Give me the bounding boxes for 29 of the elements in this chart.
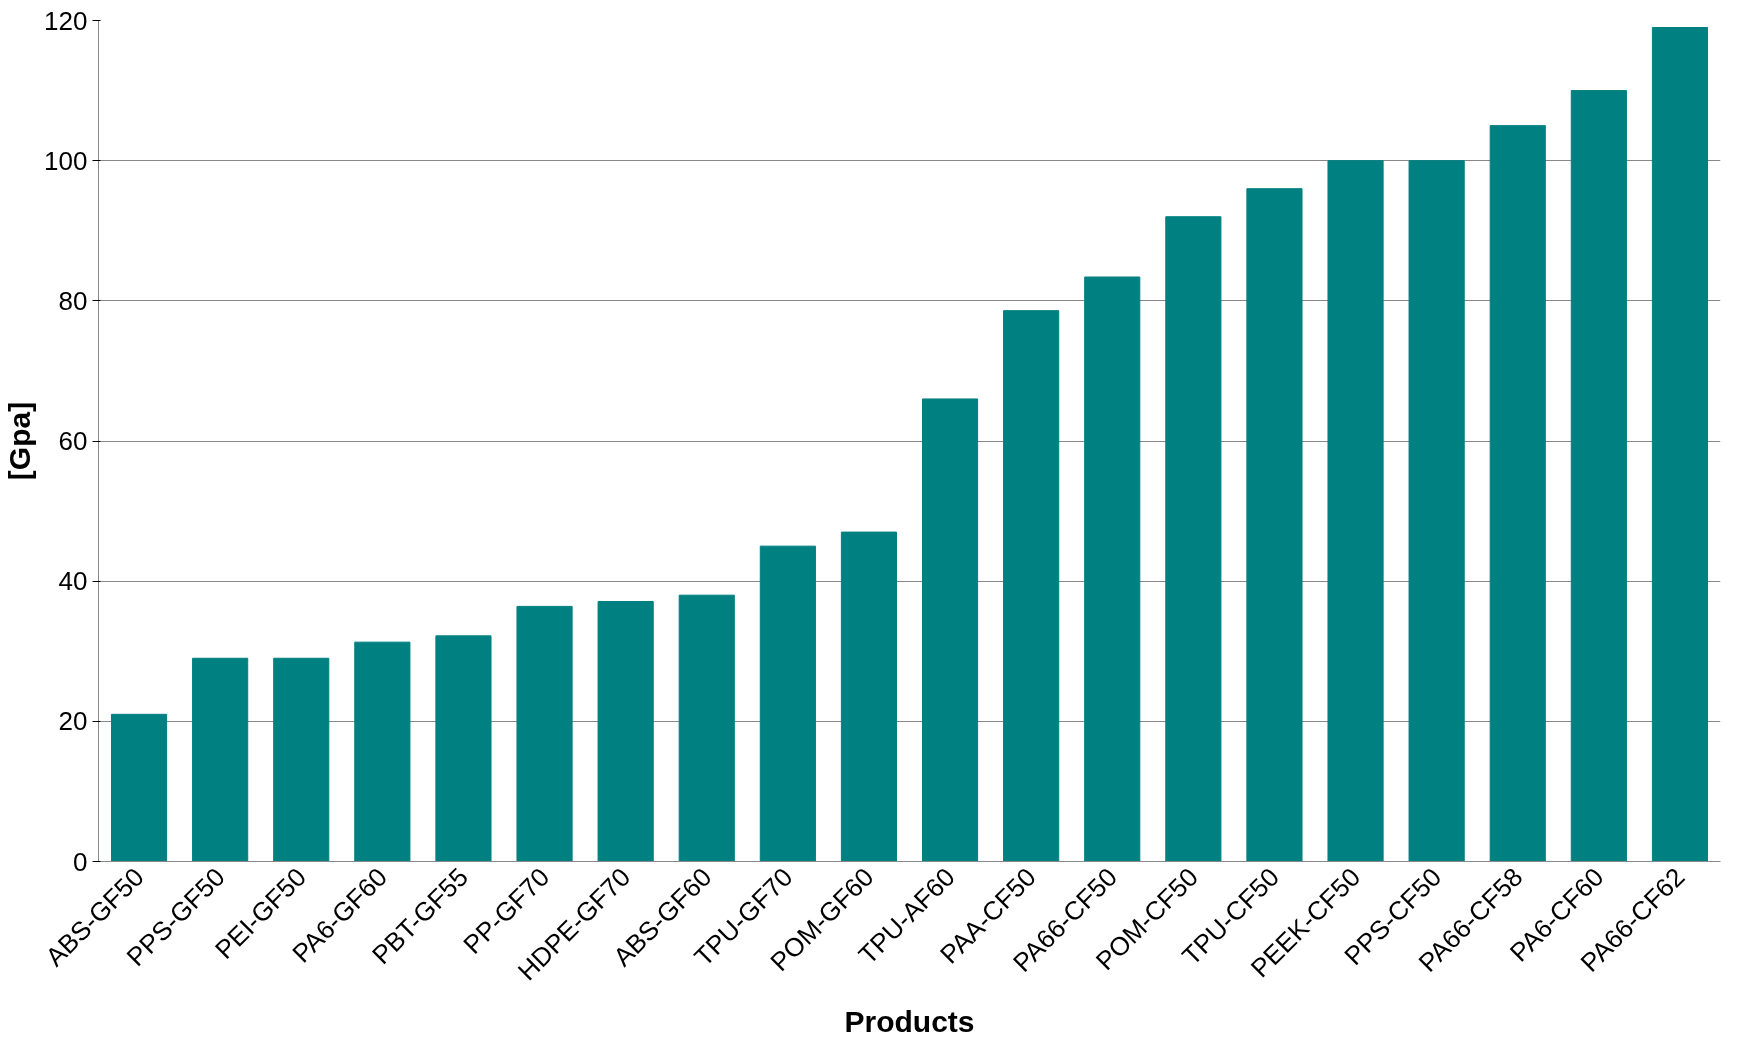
- y-tick-label: 20: [58, 706, 88, 737]
- bar: [597, 600, 654, 862]
- bar: [759, 545, 816, 862]
- bar: [1570, 90, 1627, 862]
- y-axis-title: [Gpa]: [3, 401, 37, 481]
- bar: [678, 594, 735, 862]
- y-tick-label: 80: [58, 285, 88, 316]
- bar: [1489, 125, 1546, 862]
- bar: [921, 398, 979, 862]
- x-axis-title: Products: [844, 1004, 975, 1038]
- bar: [1408, 160, 1465, 862]
- y-tick-label: 0: [73, 846, 88, 877]
- y-tick-label: 100: [44, 145, 88, 176]
- bar: [110, 713, 168, 862]
- bar: [1651, 27, 1709, 862]
- y-tick-label: 60: [58, 426, 88, 456]
- bar: [192, 657, 249, 862]
- bar: [273, 657, 330, 862]
- bar: [1165, 216, 1222, 862]
- bar: [840, 531, 898, 862]
- bar: [1246, 188, 1303, 862]
- bar: [435, 635, 492, 862]
- bar: [1003, 310, 1060, 862]
- y-tick-label: 40: [58, 566, 88, 597]
- bar: [516, 605, 573, 862]
- bar: [354, 641, 411, 862]
- y-tick-label: 120: [44, 5, 88, 36]
- bar: [1084, 276, 1141, 862]
- bar: [1327, 160, 1384, 862]
